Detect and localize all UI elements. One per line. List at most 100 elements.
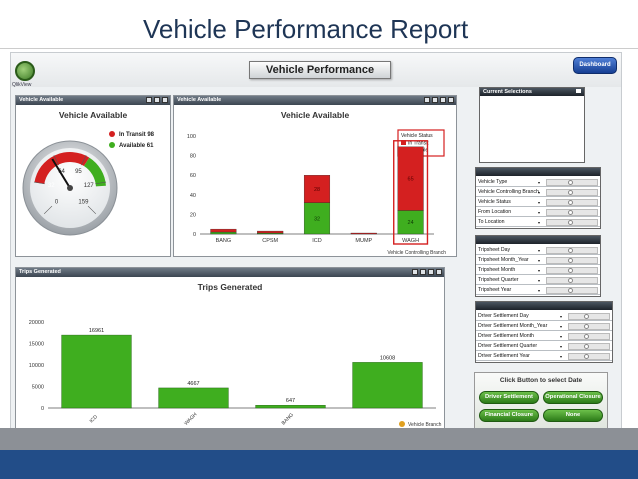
- qlikview-logo-icon: [15, 61, 35, 81]
- filter-row[interactable]: To Location ▾: [476, 218, 600, 227]
- filter-row[interactable]: From Location ▾: [476, 208, 600, 217]
- radio-button[interactable]: [584, 324, 589, 329]
- gauge-needle: [51, 158, 71, 189]
- radio-button[interactable]: [568, 268, 573, 273]
- gauge-tick: [81, 155, 87, 166]
- trips-bar-wagh[interactable]: [158, 387, 229, 409]
- trips-bar-other[interactable]: [352, 362, 423, 409]
- filter-value-box[interactable]: [568, 313, 610, 320]
- radio-button[interactable]: [568, 200, 573, 205]
- none-button[interactable]: None: [543, 409, 603, 422]
- dropdown-arrow-icon[interactable]: ▾: [560, 344, 563, 349]
- radio-button[interactable]: [568, 220, 573, 225]
- legend-in-transit-text: In Transit: [408, 141, 429, 147]
- minimize-icon[interactable]: [428, 269, 434, 275]
- driver-settlement-filter-list: Driver Settlement Day ▾ Driver Settlement …: [475, 301, 613, 363]
- operational-closure-button[interactable]: Operational Closure: [543, 391, 603, 404]
- filter-row[interactable]: Driver Settlement Year ▾: [476, 352, 612, 361]
- bar-available-bang[interactable]: [210, 231, 237, 235]
- filter-label: Driver Settlement Quarter: [478, 343, 538, 349]
- dropdown-arrow-icon[interactable]: ▾: [538, 220, 541, 225]
- trips-bar-bang[interactable]: [255, 405, 326, 409]
- dropdown-arrow-icon[interactable]: ▾: [538, 288, 541, 293]
- dropdown-arrow-icon[interactable]: ▾: [538, 268, 541, 273]
- radio-button[interactable]: [568, 258, 573, 263]
- dropdown-arrow-icon[interactable]: ▾: [560, 334, 563, 339]
- filter-row[interactable]: Vehicle Controlling Branch ▾: [476, 188, 600, 197]
- dashboard-button[interactable]: Dashboard: [573, 57, 617, 74]
- driver-settlement-button[interactable]: Driver Settlement: [479, 391, 539, 404]
- filter-row[interactable]: Tripsheet Month_Year ▾: [476, 256, 600, 265]
- gauge-tick: [33, 181, 45, 185]
- filter-row[interactable]: Vehicle Type ▾: [476, 178, 600, 187]
- dropdown-arrow-icon[interactable]: ▾: [560, 354, 563, 359]
- dropdown-arrow-icon[interactable]: ▾: [538, 180, 541, 185]
- slide-title: Vehicle Performance Report: [143, 14, 469, 44]
- legend-available-label: Available 61: [119, 143, 154, 149]
- dropdown-arrow-icon[interactable]: ▾: [560, 324, 563, 329]
- bar-in-transit-mump[interactable]: [350, 232, 377, 235]
- filter-row[interactable]: Tripsheet Year ▾: [476, 286, 600, 295]
- radio-button[interactable]: [584, 334, 589, 339]
- minimize-icon[interactable]: [440, 97, 446, 103]
- tripsheet-filter-caption: [476, 236, 600, 244]
- bar-in-transit-icd[interactable]: [303, 175, 331, 203]
- radio-button[interactable]: [568, 278, 573, 283]
- current-selections-box: Current Selections: [479, 87, 585, 163]
- date-button-panel-title: Click Button to select Date: [499, 377, 583, 384]
- maximize-icon[interactable]: [436, 269, 442, 275]
- legend-title: Vehicle Status: [401, 133, 433, 139]
- print-icon[interactable]: [412, 269, 418, 275]
- slide-footer-gray: [0, 428, 638, 450]
- filter-value-box[interactable]: [568, 343, 610, 350]
- dropdown-arrow-icon[interactable]: ▾: [538, 210, 541, 215]
- radio-button[interactable]: [568, 248, 573, 253]
- filter-value-box[interactable]: [568, 333, 610, 340]
- bar-in-transit-cpsm[interactable]: [257, 230, 284, 234]
- dropdown-arrow-icon[interactable]: ▾: [538, 278, 541, 283]
- dropdown-arrow-icon[interactable]: ▾: [538, 190, 541, 195]
- trips-chart-title: Trips Generated: [197, 282, 263, 292]
- filter-row[interactable]: Driver Settlement Quarter ▾: [476, 342, 612, 351]
- radio-button[interactable]: [568, 180, 573, 185]
- branch-chart-panel: Vehicle Available Vehicle Available Vehi…: [173, 95, 457, 257]
- radio-button[interactable]: [568, 288, 573, 293]
- filter-row[interactable]: Tripsheet Quarter ▾: [476, 276, 600, 285]
- bar-in-transit-bang[interactable]: [210, 228, 237, 233]
- app-header: QlikView Vehicle Performance Dashboard: [11, 53, 621, 88]
- filter-row[interactable]: Tripsheet Month ▾: [476, 266, 600, 275]
- x-tick-label: ICD: [89, 414, 100, 425]
- maximize-icon[interactable]: [448, 97, 454, 103]
- minimize-icon[interactable]: [154, 97, 160, 103]
- filter-label: Tripsheet Year: [478, 287, 512, 293]
- gauge-tick: [87, 205, 97, 215]
- filter-row[interactable]: Driver Settlement Month ▾: [476, 332, 612, 341]
- bar-in-transit-wagh[interactable]: [397, 146, 424, 211]
- dropdown-arrow-icon[interactable]: ▾: [538, 258, 541, 263]
- xl-icon[interactable]: [420, 269, 426, 275]
- gauge-svg: 0 32 64 95 127 159 In Transit 98 Available 61: [22, 131, 155, 236]
- minimize-icon[interactable]: [576, 89, 581, 93]
- dropdown-arrow-icon[interactable]: ▾: [538, 248, 541, 253]
- maximize-icon[interactable]: [162, 97, 168, 103]
- filter-row[interactable]: Driver Settlement Day ▾: [476, 312, 612, 321]
- x-tick-label: WAGH: [183, 411, 198, 426]
- filter-value-box[interactable]: [568, 323, 610, 330]
- filter-row[interactable]: Vehicle Status ▾: [476, 198, 600, 207]
- filter-row[interactable]: Driver Settlement Month_Year ▾: [476, 322, 612, 331]
- print-icon[interactable]: [424, 97, 430, 103]
- dropdown-arrow-icon[interactable]: ▾: [560, 314, 563, 319]
- radio-button[interactable]: [584, 314, 589, 319]
- trips-bar-icd[interactable]: [61, 334, 132, 409]
- radio-button[interactable]: [584, 344, 589, 349]
- financial-closure-button[interactable]: Financial Closure: [479, 409, 539, 422]
- filter-row[interactable]: Tripsheet Day ▾: [476, 246, 600, 255]
- radio-button[interactable]: [584, 354, 589, 359]
- xl-icon[interactable]: [432, 97, 438, 103]
- radio-button[interactable]: [568, 210, 573, 215]
- bar-available-icd[interactable]: [303, 202, 331, 235]
- radio-button[interactable]: [568, 190, 573, 195]
- dropdown-arrow-icon[interactable]: ▾: [538, 200, 541, 205]
- print-icon[interactable]: [146, 97, 152, 103]
- filter-value-box[interactable]: [568, 353, 610, 360]
